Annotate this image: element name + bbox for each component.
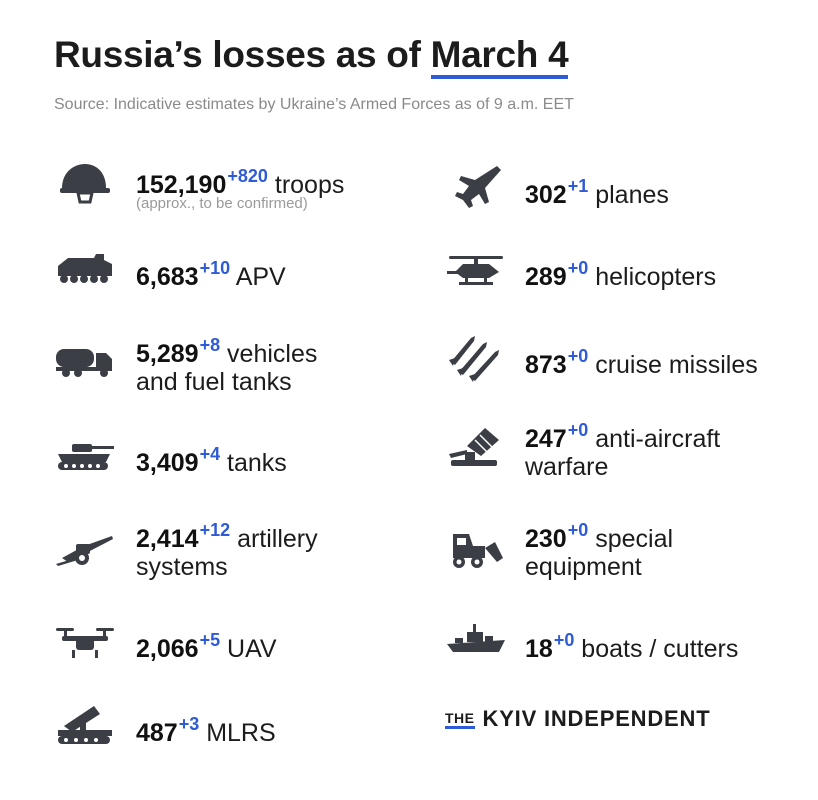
ship-icon bbox=[445, 616, 507, 666]
stat-delta: +820 bbox=[227, 166, 268, 186]
stat-text: 302+1 planes bbox=[525, 168, 669, 213]
stat-value: 247 bbox=[525, 425, 567, 453]
stat-label: APV bbox=[235, 263, 286, 291]
stat-text: 18+0 boats / cutters bbox=[525, 622, 738, 667]
stat-label-line2: and fuel tanks bbox=[136, 368, 292, 396]
stat-text: 152,190+820 troops bbox=[136, 158, 344, 203]
stat-value: 230 bbox=[525, 525, 567, 553]
stat-delta: +0 bbox=[553, 630, 575, 650]
stat-delta: +0 bbox=[567, 258, 589, 278]
stat-delta: +4 bbox=[199, 444, 221, 464]
stat-delta: +12 bbox=[199, 520, 231, 540]
stat-text: 6,683+10 APV bbox=[136, 250, 286, 295]
stat-value: 2,414 bbox=[136, 525, 199, 553]
stat-label-line2: warfare bbox=[525, 453, 609, 481]
stat-label: UAV bbox=[227, 635, 277, 663]
stat-label: boats / cutters bbox=[581, 635, 739, 663]
stat-delta: +5 bbox=[199, 630, 221, 650]
stat-label: cruise missiles bbox=[595, 351, 758, 379]
stat-value: 3,409 bbox=[136, 449, 199, 477]
title-prefix: Russia’s losses as of bbox=[54, 34, 421, 75]
stat-value: 2,066 bbox=[136, 635, 199, 663]
stat-value: 289 bbox=[525, 263, 567, 291]
stat-label: tanks bbox=[227, 449, 287, 477]
stat-text: 2,066+5 UAV bbox=[136, 622, 277, 667]
stat-label: vehicles bbox=[227, 340, 318, 368]
stat-text: 3,409+4 tanks bbox=[136, 436, 287, 481]
tank-icon bbox=[54, 432, 116, 482]
stat-label: MLRS bbox=[206, 719, 276, 747]
stat-value: 152,190 bbox=[136, 171, 227, 199]
stat-delta: +10 bbox=[199, 258, 231, 278]
stat-value: 6,683 bbox=[136, 263, 199, 291]
stat-label-line2: equipment bbox=[525, 553, 642, 581]
page-title: Russia’s losses as of March 4 bbox=[54, 34, 569, 79]
stat-note: (approx., to be confirmed) bbox=[136, 195, 308, 212]
stat-value: 487 bbox=[136, 719, 178, 747]
stat-label: troops bbox=[274, 171, 345, 199]
stat-delta: +0 bbox=[567, 520, 589, 540]
apv-icon bbox=[54, 246, 116, 296]
stat-value: 5,289 bbox=[136, 340, 199, 368]
anti-aircraft-icon bbox=[445, 424, 507, 474]
stat-text: 230+0 special bbox=[525, 512, 673, 557]
stat-delta: +0 bbox=[567, 346, 589, 366]
helmet-icon bbox=[54, 158, 116, 208]
stat-delta: +1 bbox=[567, 176, 589, 196]
source-note: Source: Indicative estimates by Ukraine’… bbox=[54, 96, 574, 113]
stat-label: helicopters bbox=[595, 263, 717, 291]
mlrs-icon bbox=[54, 702, 116, 752]
stat-value: 18 bbox=[525, 635, 553, 663]
stat-delta: +3 bbox=[178, 714, 200, 734]
fuel-truck-icon bbox=[54, 335, 116, 385]
missiles-icon bbox=[445, 332, 507, 382]
stat-text: 2,414+12 artillery bbox=[136, 512, 318, 557]
stat-text: 873+0 cruise missiles bbox=[525, 338, 758, 383]
stat-delta: +0 bbox=[567, 420, 589, 440]
stat-text: 247+0 anti-aircraft bbox=[525, 412, 720, 457]
stat-text: 5,289+8 vehicles bbox=[136, 327, 317, 372]
stat-label-line2: systems bbox=[136, 553, 228, 581]
stat-label: artillery bbox=[237, 525, 318, 553]
title-date: March 4 bbox=[430, 34, 569, 79]
stat-label: planes bbox=[595, 181, 669, 209]
brand-logo: THE KYIV INDEPENDENT bbox=[445, 706, 710, 732]
artillery-icon bbox=[54, 524, 116, 574]
stat-text: 487+3 MLRS bbox=[136, 706, 276, 751]
plane-icon bbox=[445, 162, 507, 212]
stat-label: anti-aircraft bbox=[595, 425, 721, 453]
helicopter-icon bbox=[445, 246, 507, 296]
stat-text: 289+0 helicopters bbox=[525, 250, 716, 295]
loader-icon bbox=[445, 524, 507, 574]
brand-the: THE bbox=[445, 710, 475, 729]
drone-icon bbox=[54, 618, 116, 668]
stat-value: 873 bbox=[525, 351, 567, 379]
stat-value: 302 bbox=[525, 181, 567, 209]
stat-label: special bbox=[595, 525, 674, 553]
brand-name: KYIV INDEPENDENT bbox=[482, 706, 711, 731]
stat-delta: +8 bbox=[199, 335, 221, 355]
